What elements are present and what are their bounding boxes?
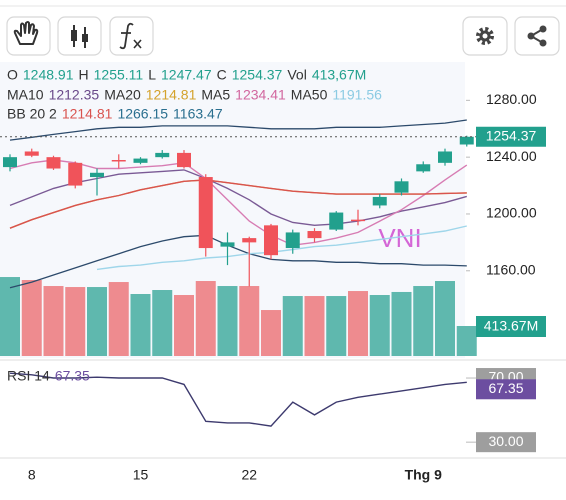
rsi-value-tag xyxy=(476,379,536,400)
candle-body xyxy=(307,231,322,239)
candle-body xyxy=(68,162,83,186)
volume-bar xyxy=(152,290,173,356)
bollinger-lower xyxy=(9,234,467,289)
rsi-level-tag xyxy=(476,432,536,453)
volume-bar xyxy=(413,286,434,356)
volume-bar xyxy=(304,296,325,356)
candle-body xyxy=(242,238,257,243)
legend-text: Vol xyxy=(287,67,306,83)
legend-text: L xyxy=(148,67,156,83)
moving-average xyxy=(96,225,467,271)
x-tick-label: 15 xyxy=(133,467,149,483)
volume-bar xyxy=(348,291,368,356)
legend-text: 1234.41 xyxy=(235,87,286,103)
legend-text: 1248.91 xyxy=(23,67,74,83)
candle-body xyxy=(133,158,148,163)
volume-bar xyxy=(108,282,129,356)
moving-average xyxy=(9,159,468,246)
price-tag xyxy=(476,126,546,147)
volume-bar xyxy=(326,296,347,356)
candle-body xyxy=(3,157,17,168)
candle-body xyxy=(285,232,300,249)
legend-text: 1214.81 xyxy=(146,87,197,103)
volume-bar xyxy=(87,287,107,356)
bollinger-middle xyxy=(9,179,467,229)
candle-body xyxy=(459,136,474,145)
legend-text: MA50 xyxy=(291,87,328,103)
candle-body xyxy=(111,160,126,162)
volume-bar xyxy=(174,295,194,356)
candle-body xyxy=(24,151,39,156)
volume-bar xyxy=(130,293,151,356)
volume-tag-label: 413.67M xyxy=(484,318,538,334)
rsi-level-label: 30.00 xyxy=(488,433,523,449)
y-tick-label: 1160.00 xyxy=(486,261,536,277)
candle-body xyxy=(46,157,61,169)
volume-bar xyxy=(456,326,477,356)
candle-body xyxy=(416,164,431,172)
hand-button[interactable] xyxy=(6,16,51,56)
volume-bar xyxy=(217,286,238,356)
legend-text: MA20 xyxy=(104,87,141,103)
price-tag-label: 1254.37 xyxy=(486,127,537,143)
candle-body xyxy=(155,152,170,158)
legend-text: 1266.15 xyxy=(117,106,168,122)
volume-bar xyxy=(282,296,303,356)
candle-button[interactable] xyxy=(57,16,102,56)
y-tick-label: 1200.00 xyxy=(486,205,537,221)
legend-text: 1191.56 xyxy=(332,87,382,103)
legend-text: RSI 14 xyxy=(7,368,50,384)
x-tick-label: Thg 9 xyxy=(405,467,443,483)
candle-body xyxy=(177,152,191,168)
x-tick-label: 8 xyxy=(28,467,36,483)
legend-text: 1214.81 xyxy=(62,106,113,122)
legend-text: MA10 xyxy=(7,87,44,103)
candle-body xyxy=(394,181,409,193)
volume-bar xyxy=(391,291,412,356)
function-button[interactable] xyxy=(109,16,154,56)
candle-body xyxy=(351,219,365,222)
settings-button[interactable] xyxy=(462,16,508,56)
legend-text: 1212.35 xyxy=(49,87,100,103)
volume-bar xyxy=(21,280,42,356)
x-tick-label: 22 xyxy=(241,467,257,483)
rsi-value-label: 67.35 xyxy=(488,380,523,396)
share-button[interactable] xyxy=(514,16,560,56)
legend-text: 1247.47 xyxy=(161,67,212,83)
candle-body xyxy=(372,196,387,206)
legend-text: MA5 xyxy=(201,87,230,103)
moving-average xyxy=(9,169,467,227)
volume-bar xyxy=(195,281,216,356)
y-tick-label: 1280.00 xyxy=(486,91,537,107)
legend-text: 1163.47 xyxy=(173,106,223,122)
volume-bar xyxy=(65,287,86,356)
candle-body xyxy=(264,225,278,256)
y-tick-label: 1240.00 xyxy=(486,148,537,164)
volume-bar xyxy=(43,286,64,356)
candle-body xyxy=(220,242,235,247)
legend-text: 67.35 xyxy=(55,368,90,384)
rsi-line xyxy=(9,372,467,427)
candle-body xyxy=(90,172,104,178)
legend-text: 1255.11 xyxy=(94,67,144,83)
legend-text: H xyxy=(79,67,89,83)
bollinger-upper xyxy=(9,119,467,141)
volume-bar xyxy=(369,295,390,356)
legend-text: 413,67M xyxy=(312,67,366,83)
legend-text: C xyxy=(217,67,227,83)
volume-bar xyxy=(239,286,260,356)
legend-text: O xyxy=(7,67,18,83)
legend-text: 1254.37 xyxy=(232,67,283,83)
legend-text: BB 20 2 xyxy=(7,106,57,122)
candle-body xyxy=(329,212,344,230)
candle-body xyxy=(198,177,213,249)
volume-bar xyxy=(435,281,455,356)
toolbar xyxy=(6,16,560,56)
volume-tag xyxy=(476,316,546,337)
volume-bar xyxy=(261,310,281,356)
volume-bar xyxy=(0,277,20,356)
watermark: VNI xyxy=(378,223,421,253)
candle-body xyxy=(438,151,452,163)
